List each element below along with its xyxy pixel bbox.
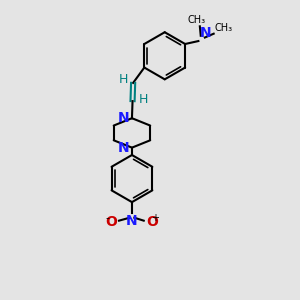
Text: H: H	[118, 73, 128, 86]
Text: N: N	[118, 141, 130, 155]
Text: O: O	[146, 215, 158, 229]
Text: CH₃: CH₃	[214, 23, 233, 33]
Text: N: N	[118, 111, 130, 124]
Text: CH₃: CH₃	[188, 15, 206, 25]
Text: -: -	[106, 213, 110, 223]
Text: N: N	[126, 214, 138, 228]
Text: H: H	[139, 93, 148, 106]
Text: N: N	[199, 26, 211, 40]
Text: O: O	[105, 215, 117, 229]
Text: +: +	[152, 213, 160, 223]
